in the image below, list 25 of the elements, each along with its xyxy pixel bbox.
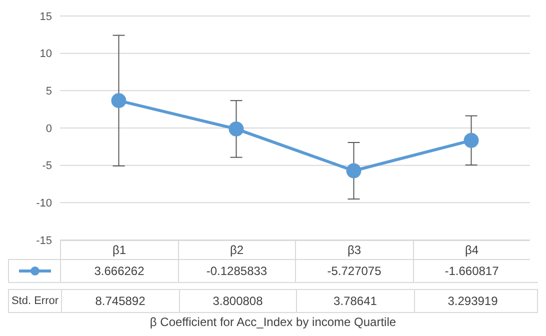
text: 3.800808	[178, 290, 296, 312]
x-tick-label: β3	[295, 240, 412, 259]
y-tick-label: 10	[40, 48, 52, 60]
y-tick-label: -15	[36, 234, 52, 247]
text: 8.745892	[61, 290, 178, 312]
y-tick-label: -5	[42, 160, 52, 172]
data-label: 3.666262	[60, 259, 178, 282]
x-tick-label: β1	[60, 240, 178, 259]
point	[346, 163, 362, 178]
y-tick-label: 5	[46, 86, 52, 98]
text: Std. Error	[10, 294, 60, 309]
data-label: -0.1285833	[178, 259, 295, 282]
data-label: -5.727075	[295, 259, 412, 282]
point	[464, 132, 479, 148]
text: 3.293919	[414, 290, 531, 312]
y-tick-label: -10	[36, 198, 52, 210]
x-tick-label: β4	[412, 240, 530, 259]
y-tick-label: 15	[40, 10, 52, 23]
data-label: -1.660817	[412, 259, 530, 282]
text: 3.78641	[296, 290, 414, 312]
x-tick-label: β2	[178, 240, 295, 259]
point	[228, 121, 244, 136]
text: β Coefficient for Acc_Index by income Quartile	[148, 315, 398, 329]
point	[111, 93, 126, 108]
y-tick-label: 0	[46, 122, 52, 135]
